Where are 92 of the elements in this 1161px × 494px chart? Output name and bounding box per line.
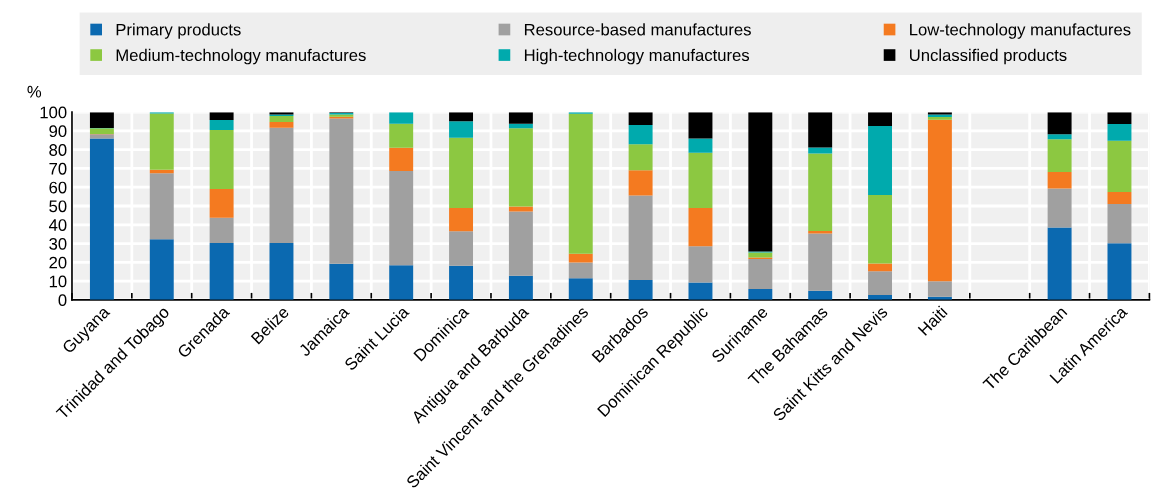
bar bbox=[149, 239, 174, 300]
y-axis-title: % bbox=[27, 85, 42, 98]
bar bbox=[389, 123, 414, 148]
bar bbox=[209, 129, 234, 189]
bar bbox=[628, 112, 653, 126]
legend-label: Resource-based manufactures bbox=[524, 23, 751, 36]
bar bbox=[508, 128, 533, 207]
bar bbox=[628, 195, 653, 280]
bar bbox=[1047, 112, 1072, 135]
bar bbox=[89, 134, 114, 139]
bar bbox=[1107, 204, 1132, 244]
bar bbox=[449, 207, 474, 232]
bar bbox=[808, 233, 833, 291]
bar bbox=[389, 112, 414, 124]
bar bbox=[449, 121, 474, 138]
bar bbox=[927, 119, 952, 282]
bar bbox=[568, 262, 593, 279]
bar bbox=[688, 138, 713, 153]
bar bbox=[568, 278, 593, 300]
bar bbox=[1107, 243, 1132, 300]
legend-label: Unclassified products bbox=[910, 48, 1067, 65]
bar bbox=[449, 231, 474, 266]
bar bbox=[628, 125, 653, 145]
bar bbox=[1107, 112, 1132, 124]
bar bbox=[688, 246, 713, 283]
legend-label: Medium-technology manufactures bbox=[116, 48, 366, 65]
bar bbox=[449, 137, 474, 208]
y-tick-label: 20 bbox=[49, 256, 67, 269]
bar bbox=[209, 242, 234, 300]
bar bbox=[269, 242, 294, 300]
bar bbox=[568, 253, 593, 263]
bar bbox=[389, 265, 414, 300]
bar bbox=[389, 171, 414, 266]
y-tick-label: 50 bbox=[49, 200, 67, 213]
bar bbox=[628, 170, 653, 196]
bar bbox=[688, 282, 713, 300]
bar bbox=[389, 147, 414, 172]
y-tick-label: 100 bbox=[40, 106, 67, 119]
bar bbox=[508, 275, 533, 300]
bar bbox=[1047, 188, 1072, 228]
bar bbox=[209, 217, 234, 243]
bar bbox=[808, 112, 833, 148]
legend-label: High-technology manufactures bbox=[524, 48, 750, 65]
bar bbox=[748, 259, 773, 289]
bar bbox=[688, 208, 713, 247]
legend-label: Low-technology manufactures bbox=[910, 23, 1131, 39]
y-tick-label: 60 bbox=[49, 181, 67, 194]
bar bbox=[89, 112, 114, 129]
bar bbox=[89, 128, 114, 134]
y-tick-label: 10 bbox=[49, 275, 67, 288]
bar bbox=[508, 211, 533, 276]
y-tick-label: 0 bbox=[58, 294, 67, 307]
bar bbox=[209, 120, 234, 130]
y-tick-label: 70 bbox=[49, 162, 67, 175]
y-tick-label: 90 bbox=[49, 125, 67, 138]
y-tick-label: 80 bbox=[49, 144, 67, 156]
bar bbox=[868, 126, 893, 195]
bar bbox=[1107, 123, 1132, 141]
bar bbox=[868, 112, 893, 127]
bar bbox=[688, 112, 713, 139]
bar bbox=[808, 153, 833, 231]
y-tick-label: 40 bbox=[48, 219, 67, 231]
bar bbox=[1047, 227, 1072, 300]
bar bbox=[149, 173, 174, 240]
bar bbox=[628, 144, 653, 171]
bar bbox=[868, 271, 893, 295]
bar bbox=[1047, 139, 1072, 173]
bar bbox=[149, 113, 174, 170]
bar bbox=[748, 288, 773, 300]
bar bbox=[329, 263, 354, 300]
bar bbox=[688, 152, 713, 209]
legend-label: Primary products bbox=[116, 23, 241, 39]
y-tick-label: 30 bbox=[49, 237, 67, 250]
bar bbox=[568, 113, 593, 254]
bar bbox=[269, 122, 294, 128]
bar bbox=[748, 112, 773, 252]
bar bbox=[508, 112, 533, 124]
bar bbox=[449, 265, 474, 300]
bar bbox=[927, 281, 952, 297]
bar bbox=[269, 127, 294, 243]
bar bbox=[808, 230, 833, 234]
bar bbox=[329, 118, 354, 264]
bar bbox=[1047, 134, 1072, 140]
bar bbox=[209, 188, 234, 218]
bar bbox=[269, 116, 294, 123]
bar bbox=[1107, 140, 1132, 192]
bar bbox=[868, 194, 893, 264]
bar bbox=[89, 138, 114, 300]
bar bbox=[628, 279, 653, 300]
bar bbox=[1047, 172, 1072, 189]
bar bbox=[1107, 191, 1132, 205]
bar bbox=[868, 263, 893, 272]
